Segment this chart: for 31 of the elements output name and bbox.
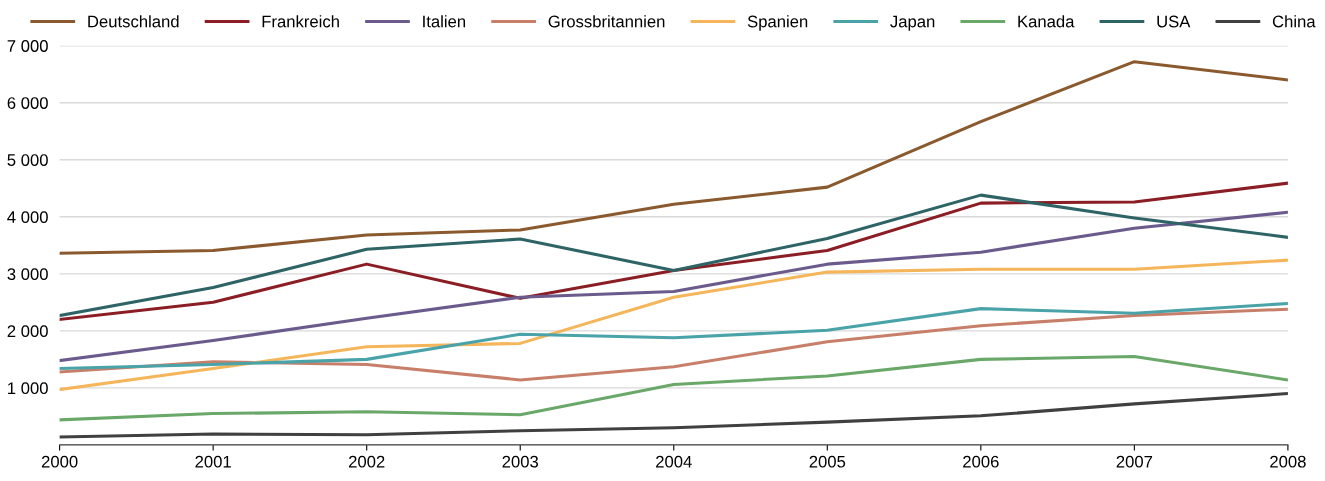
x-tick-label: 2001 <box>195 455 231 468</box>
legend-label: Japan <box>890 15 935 31</box>
line-series <box>59 301 1288 371</box>
y-tick-label: 4 000 <box>7 211 48 223</box>
legend-label: Spanien <box>747 15 808 31</box>
x-tick-label: 2007 <box>1116 455 1153 468</box>
line-series <box>59 60 1288 255</box>
x-tick-label: 2008 <box>1270 455 1306 468</box>
x-tick-label: 2002 <box>349 455 385 468</box>
line-series <box>59 258 1288 392</box>
y-tick-label: 6 000 <box>7 97 48 109</box>
legend-label: Frankreich <box>262 15 339 28</box>
legend-label: Italien <box>423 15 466 28</box>
x-tick-label: 2003 <box>502 455 539 468</box>
legend-label: Grossbritannien <box>548 15 665 28</box>
legend-label: Kanada <box>1018 15 1075 28</box>
y-tick-label: 5 000 <box>7 154 48 166</box>
x-tick-label: 2004 <box>656 455 692 468</box>
line-series <box>59 354 1288 422</box>
legend-label: Deutschland <box>88 15 179 28</box>
x-tick-label: 2006 <box>963 455 999 468</box>
legend-label: China <box>1272 15 1316 28</box>
y-tick-label: 2 000 <box>7 325 48 338</box>
line-series <box>59 210 1288 363</box>
y-tick-label: 7 000 <box>7 40 48 52</box>
y-tick-label: 1 000 <box>8 382 48 395</box>
legend-label: USA <box>1157 15 1191 28</box>
line-series <box>59 392 1288 439</box>
y-tick-label: 3 000 <box>7 268 48 281</box>
x-tick-label: 2000 <box>41 455 78 468</box>
x-tick-label: 2005 <box>809 455 846 468</box>
